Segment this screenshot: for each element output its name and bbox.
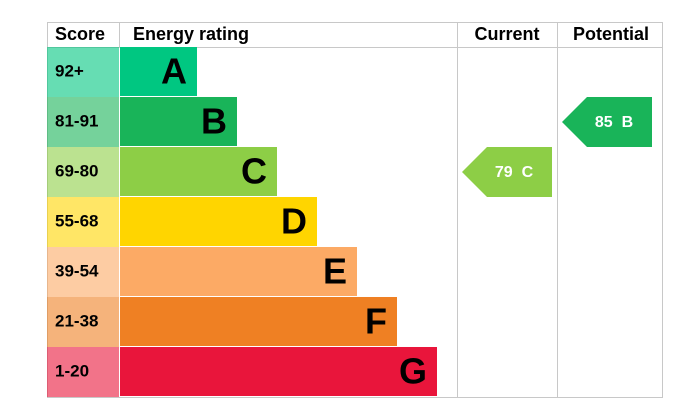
- score-label: 39-54: [55, 261, 99, 280]
- score-cell: [47, 297, 119, 347]
- current-score: 79: [495, 164, 513, 181]
- score-cell: [47, 247, 119, 297]
- header-rating: Energy rating: [133, 24, 249, 44]
- rating-bar: [120, 97, 237, 146]
- rating-bar: [120, 147, 277, 196]
- rating-letter: B: [201, 101, 227, 142]
- rating-letter: G: [399, 351, 427, 392]
- header-potential: Potential: [573, 24, 649, 44]
- rating-bar: [120, 297, 397, 346]
- rating-letter: F: [365, 301, 387, 342]
- rating-bar: [120, 47, 197, 96]
- potential-score: 85: [595, 114, 613, 131]
- current-label: 79 C: [495, 164, 534, 181]
- score-cell: [47, 97, 119, 147]
- score-label: 55-68: [55, 211, 98, 230]
- rating-bar: [120, 247, 357, 296]
- potential-label: 85 B: [595, 114, 633, 131]
- current-arrow: [462, 147, 552, 197]
- score-cell: [47, 197, 119, 247]
- rating-bar: [120, 347, 437, 396]
- score-label: 92+: [55, 61, 84, 80]
- header-current: Current: [474, 24, 539, 44]
- potential-arrow: [562, 97, 652, 147]
- score-label: 21-38: [55, 311, 98, 330]
- rating-bar: [120, 197, 317, 246]
- score-label: 69-80: [55, 161, 98, 180]
- score-cell: [47, 147, 119, 197]
- score-cell: [47, 47, 119, 97]
- rating-letter: E: [323, 251, 347, 292]
- score-label: 1-20: [55, 361, 89, 380]
- rating-letter: D: [281, 201, 307, 242]
- header-score: Score: [55, 24, 105, 44]
- score-label: 81-91: [55, 111, 98, 130]
- current-letter: C: [522, 164, 534, 181]
- potential-letter: B: [622, 114, 634, 131]
- rating-letter: A: [161, 51, 187, 92]
- score-cell: [47, 347, 119, 397]
- rating-letter: C: [241, 151, 267, 192]
